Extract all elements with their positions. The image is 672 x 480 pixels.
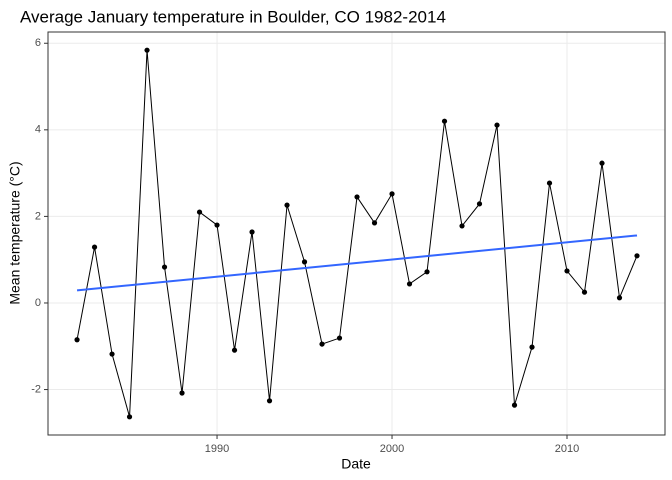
data-point xyxy=(406,281,413,287)
data-point xyxy=(494,122,500,128)
trend-line xyxy=(76,234,638,292)
data-line xyxy=(76,50,638,417)
data-point xyxy=(441,118,448,124)
data-point xyxy=(179,390,185,396)
data-point xyxy=(319,341,325,347)
data-point xyxy=(231,347,238,353)
panel-border xyxy=(47,31,666,436)
data-point xyxy=(529,344,535,350)
data-point xyxy=(74,337,80,343)
data-point xyxy=(616,295,623,301)
data-point xyxy=(354,194,360,200)
data-point xyxy=(109,351,115,357)
chart-title: Average January temperature in Boulder, … xyxy=(20,7,446,26)
data-point xyxy=(144,47,150,53)
data-point xyxy=(301,259,308,265)
y-tick-label: 6 xyxy=(35,37,41,49)
data-point xyxy=(389,191,395,197)
y-tick-label: 4 xyxy=(35,124,41,136)
data-point xyxy=(476,201,483,207)
y-tick-label: -2 xyxy=(31,383,41,395)
data-point xyxy=(546,180,553,186)
data-point xyxy=(161,264,168,270)
data-point xyxy=(581,289,588,295)
data-point xyxy=(266,398,273,404)
x-axis-title: Date xyxy=(341,456,371,472)
data-point xyxy=(371,220,378,226)
y-tick-label: 2 xyxy=(35,210,41,222)
data-point xyxy=(511,402,518,408)
x-tick-label: 1990 xyxy=(205,443,229,455)
data-point xyxy=(424,269,430,275)
data-point xyxy=(196,209,203,215)
data-point xyxy=(459,223,465,229)
x-tick-label: 2000 xyxy=(380,443,404,455)
data-point xyxy=(214,222,220,228)
data-point xyxy=(91,244,98,250)
data-point xyxy=(126,414,133,420)
data-point xyxy=(249,229,255,235)
x-tick-label: 2010 xyxy=(555,443,579,455)
data-point xyxy=(336,335,343,341)
y-tick-label: 0 xyxy=(35,297,41,309)
data-point xyxy=(634,253,640,259)
data-point xyxy=(599,160,605,166)
y-axis-title: Mean temperature (°C) xyxy=(7,161,23,304)
data-point xyxy=(564,268,570,274)
data-point xyxy=(284,202,290,208)
